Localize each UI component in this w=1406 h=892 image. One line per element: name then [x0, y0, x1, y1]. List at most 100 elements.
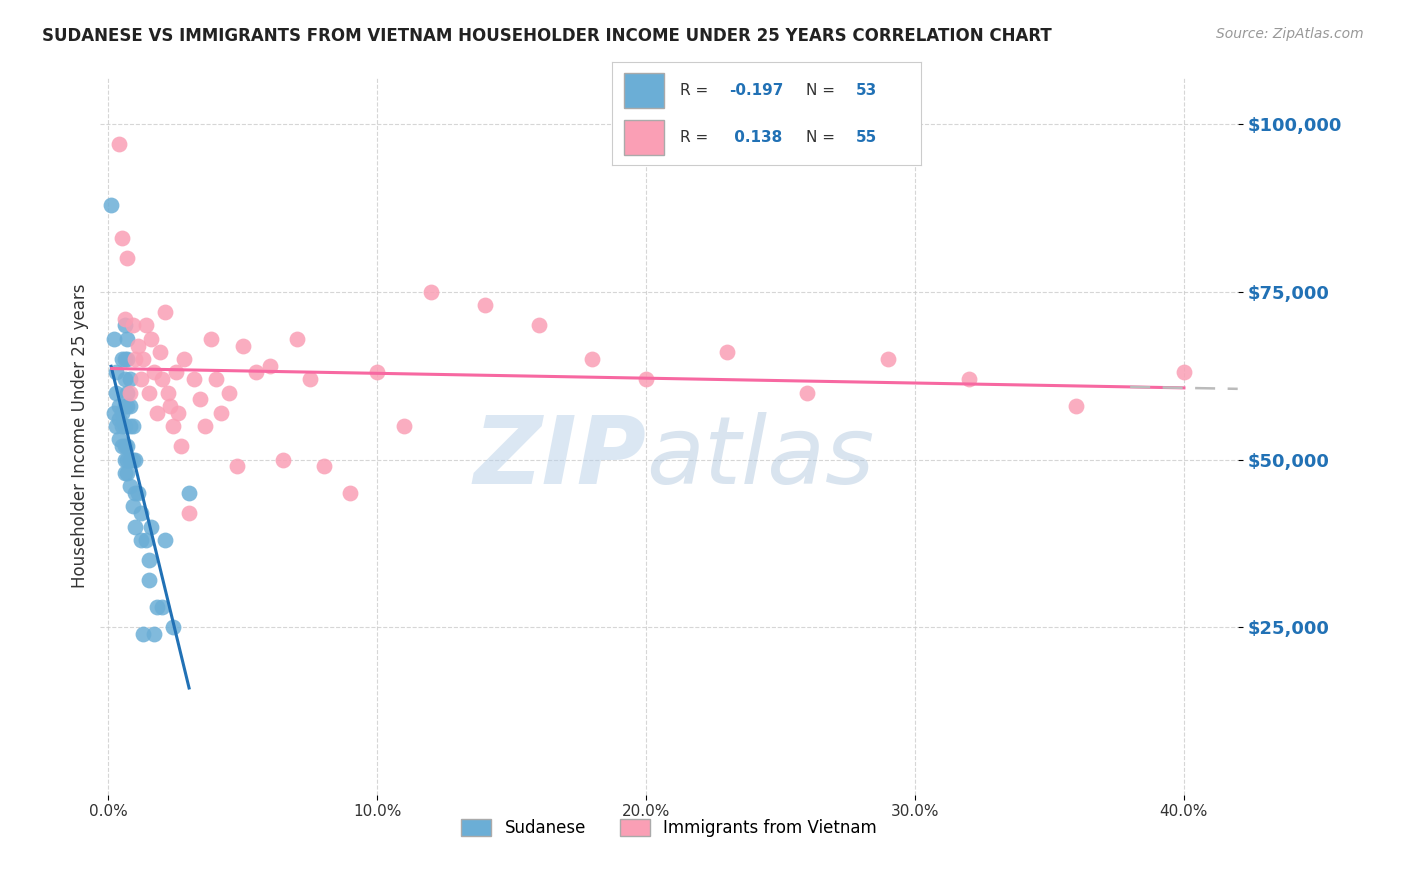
Point — [127, 338, 149, 352]
Point — [111, 439, 134, 453]
Point — [115, 351, 138, 366]
Point — [121, 419, 143, 434]
Point — [129, 533, 152, 547]
Point — [165, 365, 187, 379]
Text: -0.197: -0.197 — [730, 83, 783, 97]
FancyBboxPatch shape — [624, 120, 664, 155]
Point — [957, 372, 980, 386]
Point — [115, 399, 138, 413]
Point — [141, 519, 163, 533]
Point — [111, 231, 134, 245]
Point — [108, 412, 131, 426]
Point — [114, 318, 136, 333]
Point — [108, 137, 131, 152]
Text: 55: 55 — [856, 130, 877, 145]
Point — [105, 385, 128, 400]
Text: ZIP: ZIP — [474, 411, 647, 504]
Point — [114, 311, 136, 326]
Text: atlas: atlas — [647, 412, 875, 503]
Point — [132, 627, 155, 641]
Point — [111, 419, 134, 434]
Point — [148, 345, 170, 359]
Point — [218, 385, 240, 400]
Point — [114, 439, 136, 453]
Point — [162, 620, 184, 634]
FancyBboxPatch shape — [624, 73, 664, 108]
Point — [392, 419, 415, 434]
Point — [118, 419, 141, 434]
Point — [100, 198, 122, 212]
Point — [877, 351, 900, 366]
Point — [115, 439, 138, 453]
Text: 53: 53 — [856, 83, 877, 97]
Point — [111, 406, 134, 420]
Point — [271, 452, 294, 467]
Point — [299, 372, 322, 386]
Text: 0.138: 0.138 — [730, 130, 782, 145]
Point — [366, 365, 388, 379]
Point — [194, 419, 217, 434]
Point — [796, 385, 818, 400]
Point — [129, 372, 152, 386]
Text: N =: N = — [807, 130, 841, 145]
Point — [226, 459, 249, 474]
Point — [245, 365, 267, 379]
Point — [108, 399, 131, 413]
Point — [135, 318, 157, 333]
Text: Source: ZipAtlas.com: Source: ZipAtlas.com — [1216, 27, 1364, 41]
Point — [162, 419, 184, 434]
Point — [118, 452, 141, 467]
Text: N =: N = — [807, 83, 841, 97]
Point — [114, 466, 136, 480]
Point — [159, 399, 181, 413]
Point — [135, 533, 157, 547]
Point — [636, 372, 658, 386]
Point — [177, 506, 200, 520]
Point — [716, 345, 738, 359]
Point — [285, 332, 308, 346]
Point — [127, 486, 149, 500]
Point — [121, 500, 143, 514]
Point — [146, 406, 169, 420]
Point — [312, 459, 335, 474]
Point — [259, 359, 281, 373]
Point — [1066, 399, 1088, 413]
Point — [474, 298, 496, 312]
Point — [138, 553, 160, 567]
Point — [108, 433, 131, 447]
Point — [115, 466, 138, 480]
Point — [121, 318, 143, 333]
Point — [118, 399, 141, 413]
Point — [141, 332, 163, 346]
Point — [115, 332, 138, 346]
Point — [115, 252, 138, 266]
Point — [121, 452, 143, 467]
Point — [150, 372, 173, 386]
Point — [420, 285, 443, 299]
Point — [124, 351, 146, 366]
Point — [138, 573, 160, 587]
Point — [115, 385, 138, 400]
Point — [114, 452, 136, 467]
Point — [200, 332, 222, 346]
Legend: Sudanese, Immigrants from Vietnam: Sudanese, Immigrants from Vietnam — [454, 813, 883, 844]
Point — [105, 419, 128, 434]
Point — [114, 399, 136, 413]
Point — [124, 519, 146, 533]
Point — [118, 372, 141, 386]
Point — [339, 486, 361, 500]
Point — [124, 452, 146, 467]
Text: R =: R = — [679, 130, 713, 145]
Point — [143, 627, 166, 641]
Text: R =: R = — [679, 83, 713, 97]
Y-axis label: Householder Income Under 25 years: Householder Income Under 25 years — [72, 284, 89, 589]
Point — [103, 406, 125, 420]
Point — [1173, 365, 1195, 379]
Point — [581, 351, 603, 366]
Point — [105, 365, 128, 379]
Text: SUDANESE VS IMMIGRANTS FROM VIETNAM HOUSEHOLDER INCOME UNDER 25 YEARS CORRELATIO: SUDANESE VS IMMIGRANTS FROM VIETNAM HOUS… — [42, 27, 1052, 45]
Point — [129, 506, 152, 520]
Point — [114, 351, 136, 366]
Point — [153, 305, 176, 319]
Point — [114, 419, 136, 434]
